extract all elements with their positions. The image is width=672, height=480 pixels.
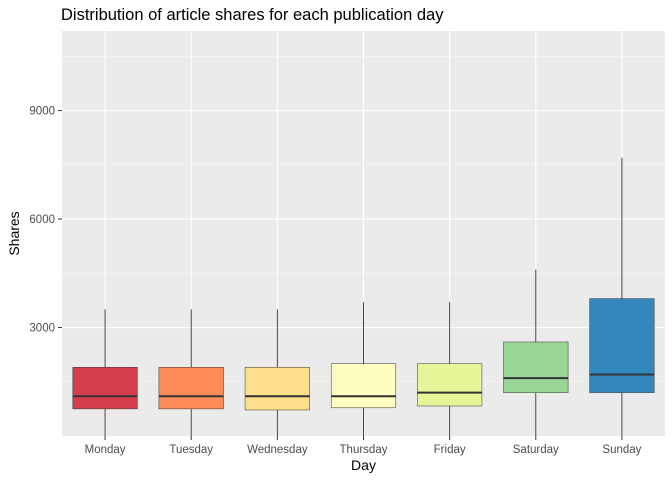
box-body	[417, 363, 483, 407]
box-body	[72, 367, 138, 410]
x-tick-label: Friday	[434, 444, 466, 456]
y-tick-label: 9000	[29, 106, 55, 118]
box-wednesday	[244, 309, 310, 436]
box-monday	[72, 309, 138, 436]
chart-title: Distribution of article shares for each …	[61, 6, 444, 24]
box-sunday	[589, 157, 655, 436]
box-body	[158, 367, 224, 410]
box-tuesday	[158, 309, 224, 436]
box-thursday	[330, 302, 397, 436]
box-body	[503, 341, 569, 393]
y-axis-title: Shares	[6, 211, 22, 255]
x-tick-label: Monday	[85, 444, 126, 456]
y-tick-label: 3000	[29, 323, 55, 335]
box-saturday	[503, 269, 569, 436]
x-tick-label: Wednesday	[247, 444, 308, 456]
x-axis: Monday Tuesday Wednesday Thursday Friday Satu…	[85, 436, 642, 456]
box-body	[589, 298, 655, 393]
box-body	[330, 363, 397, 409]
y-tick-label: 6000	[29, 214, 55, 226]
x-axis-title: Day	[351, 457, 376, 473]
y-axis: 3000 6000 9000	[29, 106, 62, 335]
boxes-layer	[72, 157, 655, 436]
box-friday	[417, 302, 483, 436]
box-body	[244, 367, 310, 411]
x-tick-label: Sunday	[602, 444, 641, 456]
x-tick-label: Saturday	[513, 444, 559, 456]
x-tick-label: Thursday	[340, 444, 388, 456]
x-tick-label: Tuesday	[169, 444, 213, 456]
